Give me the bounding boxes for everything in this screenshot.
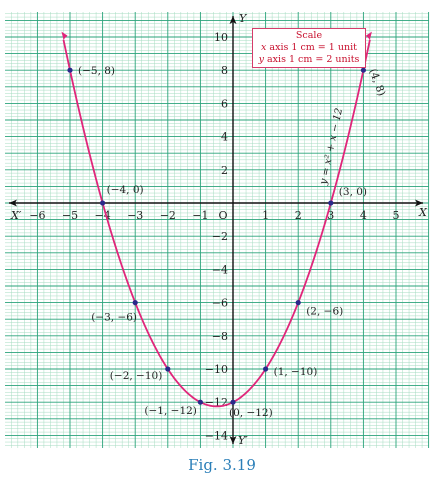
y-tick-label: 4	[221, 131, 228, 144]
origin-label: O	[218, 209, 227, 222]
y-tick-label: −4	[212, 263, 228, 276]
y-tick-label: 2	[221, 164, 228, 177]
data-point	[197, 399, 203, 405]
y-tick-label: 8	[221, 64, 228, 77]
data-point	[295, 300, 301, 306]
data-point	[230, 399, 236, 405]
x-tick-label: 4	[360, 209, 367, 222]
point-label: (1, −10)	[274, 366, 318, 378]
x-tick-label: −1	[192, 209, 208, 222]
x-tick-label: 1	[262, 209, 269, 222]
y-tick-label: −12	[205, 396, 228, 409]
scale-x-text: axis 1 cm = 1 unit	[266, 42, 357, 53]
x-tick-label: −5	[62, 209, 78, 222]
x-axis-arrow-right	[415, 199, 423, 207]
y-axis-arrow-up	[229, 16, 237, 24]
curve-equation: y = x² + x − 12	[318, 107, 345, 186]
x-tick-label: −2	[160, 209, 176, 222]
y-tick-label: −2	[212, 230, 228, 243]
data-point	[165, 366, 171, 372]
point-label: (2, −6)	[306, 306, 343, 318]
tick-labels: XX′YY′−6 −5 −4 −3 −2 −1 O 1 2 3 4 5−14−12−10−8−6−4−…	[10, 12, 428, 447]
data-points	[67, 67, 366, 405]
y-tick-label: 10	[214, 31, 228, 44]
figure-caption: Fig. 3.19	[188, 456, 256, 474]
data-point	[263, 366, 269, 372]
scale-title: Scale	[295, 30, 323, 41]
y-tick-label: −8	[212, 330, 228, 343]
y-tick-label: 6	[221, 97, 228, 110]
data-point	[328, 200, 334, 206]
x-tick-label: 2	[295, 209, 302, 222]
point-label: (−1, −12)	[144, 405, 197, 417]
curve-group: y = x² + x − 12	[61, 31, 372, 408]
data-point	[100, 200, 106, 206]
x-tick-label: −3	[127, 209, 143, 222]
y-axis-neg-label: Y′	[238, 434, 248, 447]
y-tick-label: −6	[212, 297, 228, 310]
point-label: (0, −12)	[229, 407, 273, 419]
x-axis-arrow-left	[9, 199, 17, 207]
point-label: (3, 0)	[339, 186, 367, 198]
y-tick-label: −14	[205, 429, 228, 442]
curve-arrow-left	[61, 31, 68, 40]
data-point	[360, 67, 366, 73]
scale-x-line: x axis 1 cm = 1 unit	[253, 42, 365, 54]
x-axis-neg-label: X′	[10, 209, 22, 222]
minor-grid	[5, 12, 429, 448]
x-tick-label: −6	[29, 209, 45, 222]
data-point	[132, 300, 138, 306]
point-labels: (−5, 8) (−4, 0) (−3, −6) (−2, −10) (−1, −12)…	[78, 65, 388, 419]
curve-arrow-right	[365, 31, 372, 40]
y-axis-arrow-down	[229, 436, 237, 444]
scale-y-var: y	[258, 54, 264, 65]
x-tick-label: 5	[393, 209, 400, 222]
point-label: (−2, −10)	[110, 370, 163, 382]
x-tick-label: 3	[327, 209, 334, 222]
axes	[9, 16, 423, 444]
scale-x-var: x	[261, 42, 267, 53]
point-label: (−3, −6)	[91, 312, 137, 324]
scale-legend: Scale x axis 1 cm = 1 unit y axis 1 cm =…	[252, 28, 366, 68]
y-axis-label: Y	[239, 12, 248, 25]
point-label: (−4, 0)	[107, 184, 144, 196]
point-label: (−5, 8)	[78, 65, 115, 77]
scale-y-line: y axis 1 cm = 2 units	[253, 54, 365, 66]
data-point	[67, 67, 73, 73]
parabola-curve	[62, 39, 371, 408]
x-axis-label: X	[418, 206, 428, 219]
scale-y-text: axis 1 cm = 2 units	[263, 54, 360, 65]
y-tick-label: −10	[205, 363, 228, 376]
